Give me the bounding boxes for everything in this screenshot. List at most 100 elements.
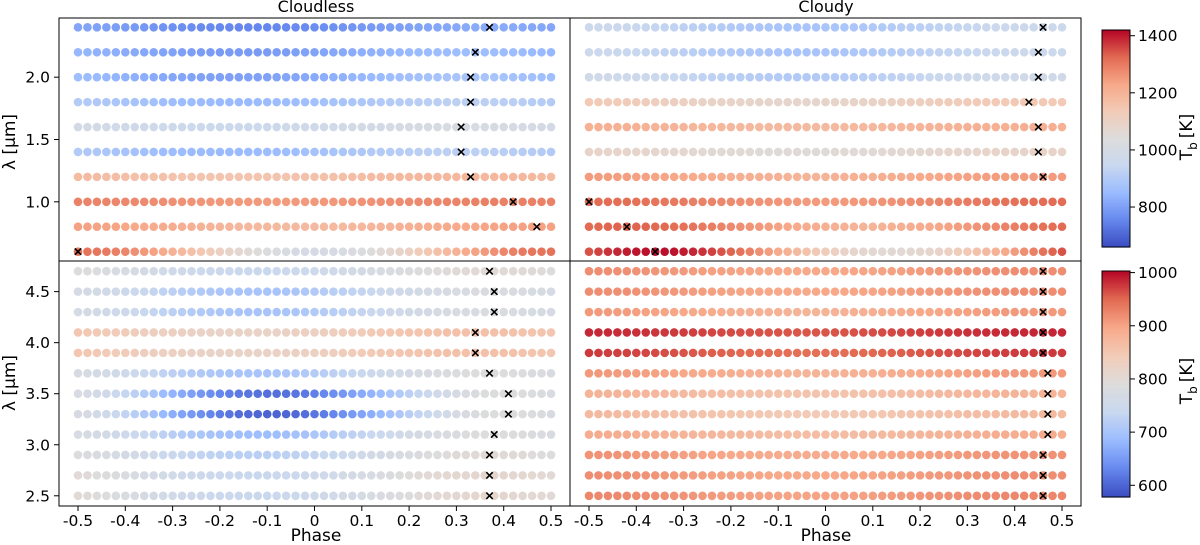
peak-marker	[1039, 267, 1047, 275]
data-point	[130, 368, 140, 378]
data-point	[915, 72, 925, 82]
x-tick-label: -0.4	[621, 512, 651, 530]
data-point	[764, 430, 774, 439]
data-point	[357, 307, 367, 317]
data-point	[707, 328, 717, 337]
data-point	[982, 389, 991, 399]
colorbar-segment	[1102, 312, 1130, 315]
data-point	[319, 368, 329, 378]
colorbar-segment	[1102, 301, 1130, 304]
data-point	[158, 97, 168, 107]
data-point	[963, 147, 972, 157]
data-point	[102, 368, 111, 378]
data-point	[537, 72, 546, 82]
data-point	[594, 389, 603, 399]
data-point	[1057, 172, 1067, 182]
data-point	[319, 471, 329, 480]
data-point	[206, 491, 215, 501]
data-point	[1048, 409, 1057, 419]
colorbar-segment	[1102, 116, 1130, 120]
data-point	[982, 348, 991, 358]
data-point	[925, 348, 934, 358]
data-point	[925, 122, 934, 132]
data-point	[830, 122, 840, 132]
data-point	[338, 97, 348, 107]
data-point	[73, 328, 83, 337]
data-point	[234, 172, 244, 182]
data-point	[1019, 97, 1029, 107]
peak-marker	[1044, 369, 1052, 378]
data-point	[489, 172, 499, 182]
data-point	[215, 147, 225, 157]
data-point	[972, 197, 982, 207]
data-point	[206, 450, 215, 460]
data-point	[471, 430, 480, 439]
data-point	[168, 266, 177, 276]
data-point	[376, 147, 386, 157]
colorbar-segment	[1102, 167, 1130, 170]
data-point	[537, 197, 546, 207]
data-point	[849, 389, 859, 399]
data-point	[291, 471, 300, 480]
data-point	[121, 147, 130, 157]
colorbar-segment	[1102, 77, 1130, 80]
data-point	[821, 147, 830, 157]
data-point	[527, 47, 537, 57]
data-point	[73, 430, 83, 439]
data-point	[594, 122, 603, 132]
data-point	[508, 450, 518, 460]
data-point	[736, 409, 745, 419]
colorbar-segment	[1102, 127, 1130, 131]
data-point	[821, 287, 830, 296]
data-point	[906, 450, 915, 460]
data-point	[111, 491, 121, 501]
data-point	[906, 172, 915, 182]
data-point	[168, 147, 177, 157]
data-point	[262, 197, 272, 207]
colorbar-segment	[1102, 436, 1130, 440]
data-point	[404, 222, 414, 232]
data-point	[896, 491, 906, 501]
data-point	[385, 328, 395, 337]
data-point	[584, 287, 594, 296]
data-point	[877, 172, 887, 182]
data-point	[111, 47, 121, 57]
data-point	[792, 430, 802, 439]
data-point	[688, 368, 698, 378]
data-point	[963, 197, 972, 207]
data-point	[376, 389, 386, 399]
data-point	[499, 97, 509, 107]
data-point	[1048, 471, 1057, 480]
data-point	[376, 368, 386, 378]
data-point	[745, 491, 755, 501]
data-point	[253, 450, 263, 460]
data-point	[130, 287, 140, 296]
data-point	[650, 72, 660, 82]
peak-marker-stroke	[504, 389, 513, 398]
data-point	[253, 328, 263, 337]
colorbar-segment	[1102, 402, 1130, 406]
data-point	[272, 222, 281, 232]
data-point	[508, 430, 518, 439]
data-point	[698, 147, 707, 157]
data-point	[622, 172, 632, 182]
data-point	[991, 122, 1001, 132]
data-point	[471, 389, 480, 399]
data-point	[764, 266, 774, 276]
data-point	[149, 491, 158, 501]
colorbar-segment	[1102, 416, 1130, 419]
data-point	[622, 247, 632, 256]
colorbar-segment	[1102, 51, 1130, 55]
data-point	[518, 287, 527, 296]
colorbar-segment	[1102, 444, 1130, 447]
data-point	[537, 368, 546, 378]
data-row	[73, 450, 556, 460]
data-point	[518, 197, 527, 207]
data-point	[433, 197, 442, 207]
data-point	[83, 122, 92, 132]
data-row	[73, 147, 556, 157]
data-point	[944, 222, 953, 232]
data-point	[840, 389, 849, 399]
data-point	[1019, 450, 1029, 460]
